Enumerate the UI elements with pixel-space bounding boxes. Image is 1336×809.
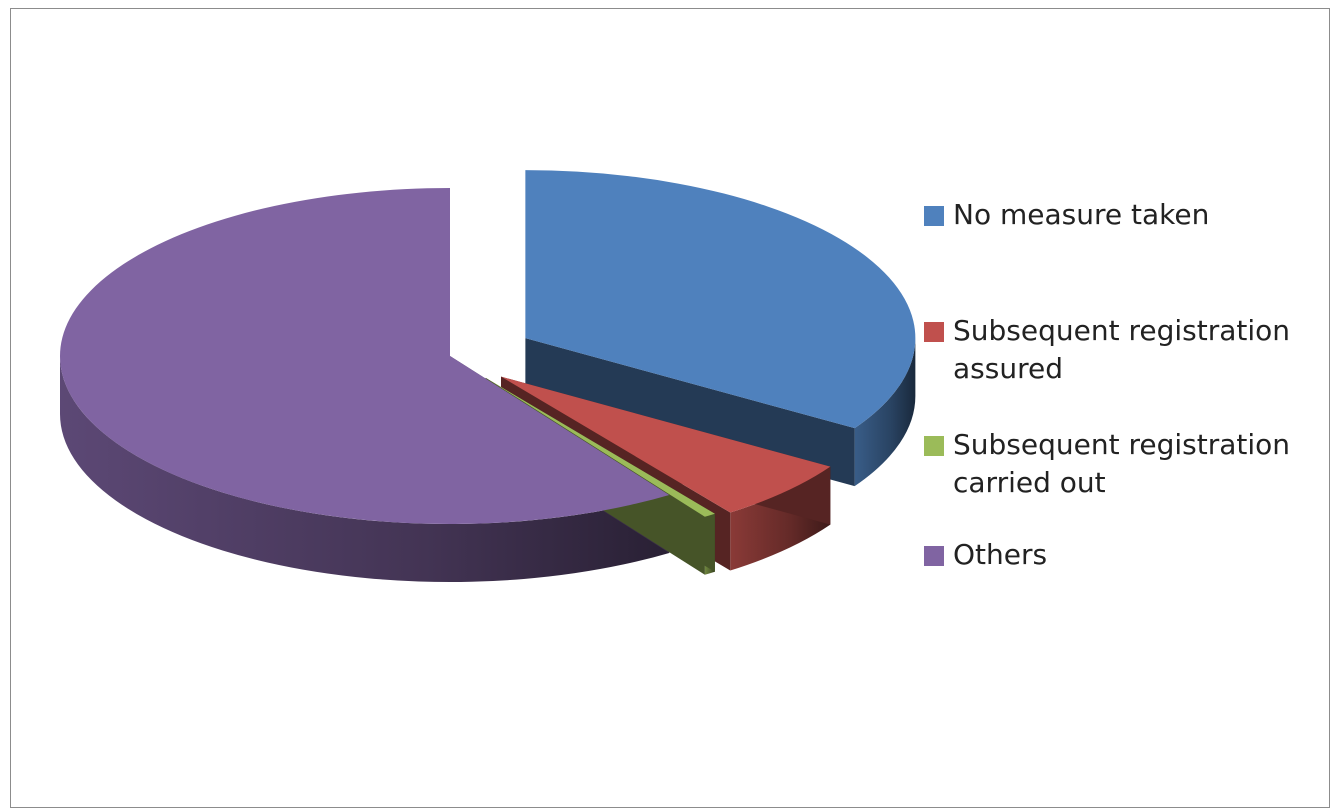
legend-item-registration-carried-out: Subsequent registration carried out <box>924 426 1313 502</box>
pie-slice-others-outer-wall <box>60 356 670 582</box>
legend-swatch-registration-assured <box>924 322 944 342</box>
pie-slice-no-measure <box>525 170 916 429</box>
legend-label-registration-carried-out: Subsequent registration carried out <box>953 428 1291 499</box>
legend-label-others: Others <box>953 538 1048 571</box>
pie-slice-no-measure-cut-face-end <box>525 338 855 487</box>
legend-swatch-others <box>924 546 944 566</box>
legend-item-no-measure: No measure taken <box>924 196 1313 234</box>
legend-swatch-no-measure <box>924 206 944 226</box>
legend-item-registration-assured: Subsequent registration assured <box>924 312 1313 388</box>
pie-slice-registration-assured <box>501 376 831 513</box>
pie-slice-no-measure-outer-wall <box>854 338 916 487</box>
legend-label-no-measure: No measure taken <box>953 198 1210 231</box>
legend-swatch-registration-carried-out <box>924 436 944 456</box>
legend-item-others: Others <box>924 536 1313 574</box>
pie-slice-others <box>59 188 670 524</box>
legend-label-registration-assured: Subsequent registration assured <box>953 314 1291 385</box>
pie-slice-no-measure-sides <box>525 338 916 487</box>
pie-slice-registration-carried-out <box>485 377 715 517</box>
